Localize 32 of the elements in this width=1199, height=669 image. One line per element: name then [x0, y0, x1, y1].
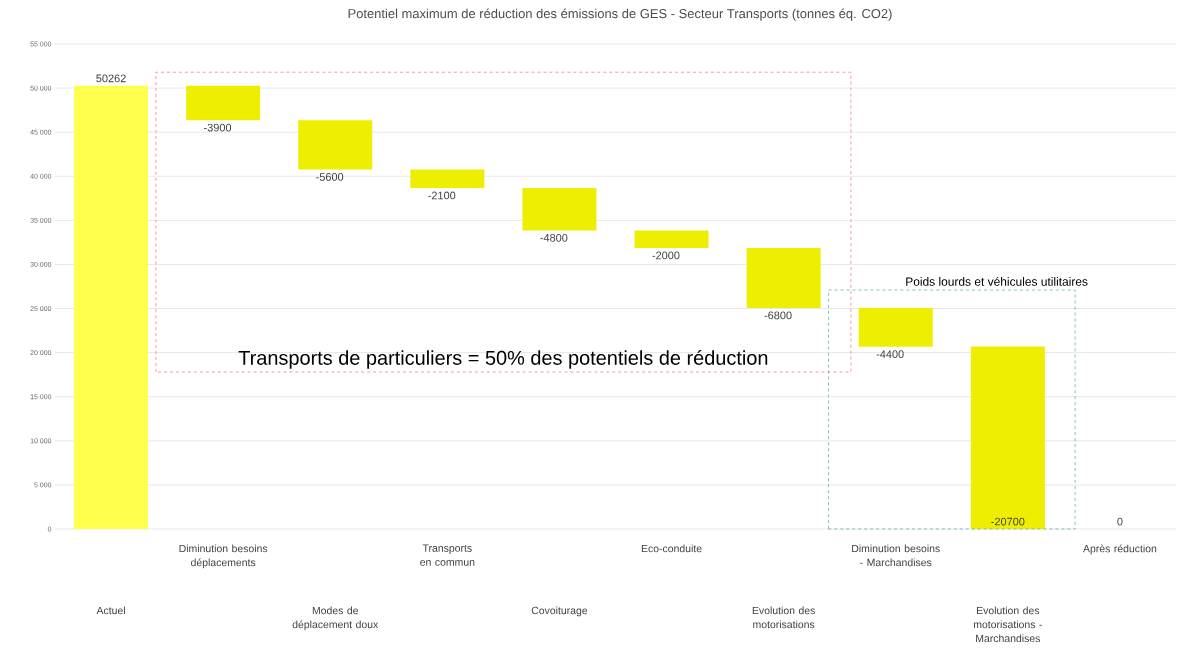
data-label: -4400 [876, 350, 904, 359]
x-tick-label: Actuel [96, 606, 125, 615]
x-tick-label: Evolution des motorisations [752, 606, 815, 629]
bar [298, 120, 373, 170]
x-tick-label: Covoiturage [531, 606, 588, 617]
bar [746, 248, 821, 308]
data-label: -4800 [540, 233, 568, 242]
data-label: -2000 [652, 251, 680, 260]
x-tick-label: Modes de déplacement doux [292, 606, 379, 631]
data-label: -20700 [991, 517, 1025, 526]
data-label: -6800 [764, 311, 792, 320]
x-tick-label: Diminution besoins déplacements [179, 544, 268, 569]
bar [970, 346, 1045, 529]
x-tick-label: Diminution besoins - Marchandises [852, 544, 940, 567]
bar [522, 188, 597, 231]
data-label: 0 [1117, 517, 1123, 526]
data-label: -3900 [204, 123, 232, 132]
x-tick-label: Après réduction [1083, 544, 1157, 555]
bar [74, 85, 149, 529]
chart-title: Potentiel maximum de réduction des émissions de GES - Secteur Transports (tonnes éq. CO2) [348, 8, 892, 21]
x-tick-label: Eco-conduite [641, 544, 702, 553]
annotation: Poids lourds et véhicules utilitaires [906, 276, 1088, 286]
data-label: -5600 [316, 173, 344, 181]
bar [858, 308, 933, 347]
bar [186, 85, 261, 121]
annotation: Transports de particuliers = 50% des potentiels de réduction [238, 350, 768, 369]
x-tick-label: Evolution des motorisations - Marchandises [973, 606, 1042, 643]
bar [410, 169, 485, 189]
data-label: 50262 [96, 74, 126, 83]
data-label: -2100 [428, 191, 456, 200]
x-tick-label: Transports en commun [420, 544, 475, 566]
bar [634, 230, 709, 249]
